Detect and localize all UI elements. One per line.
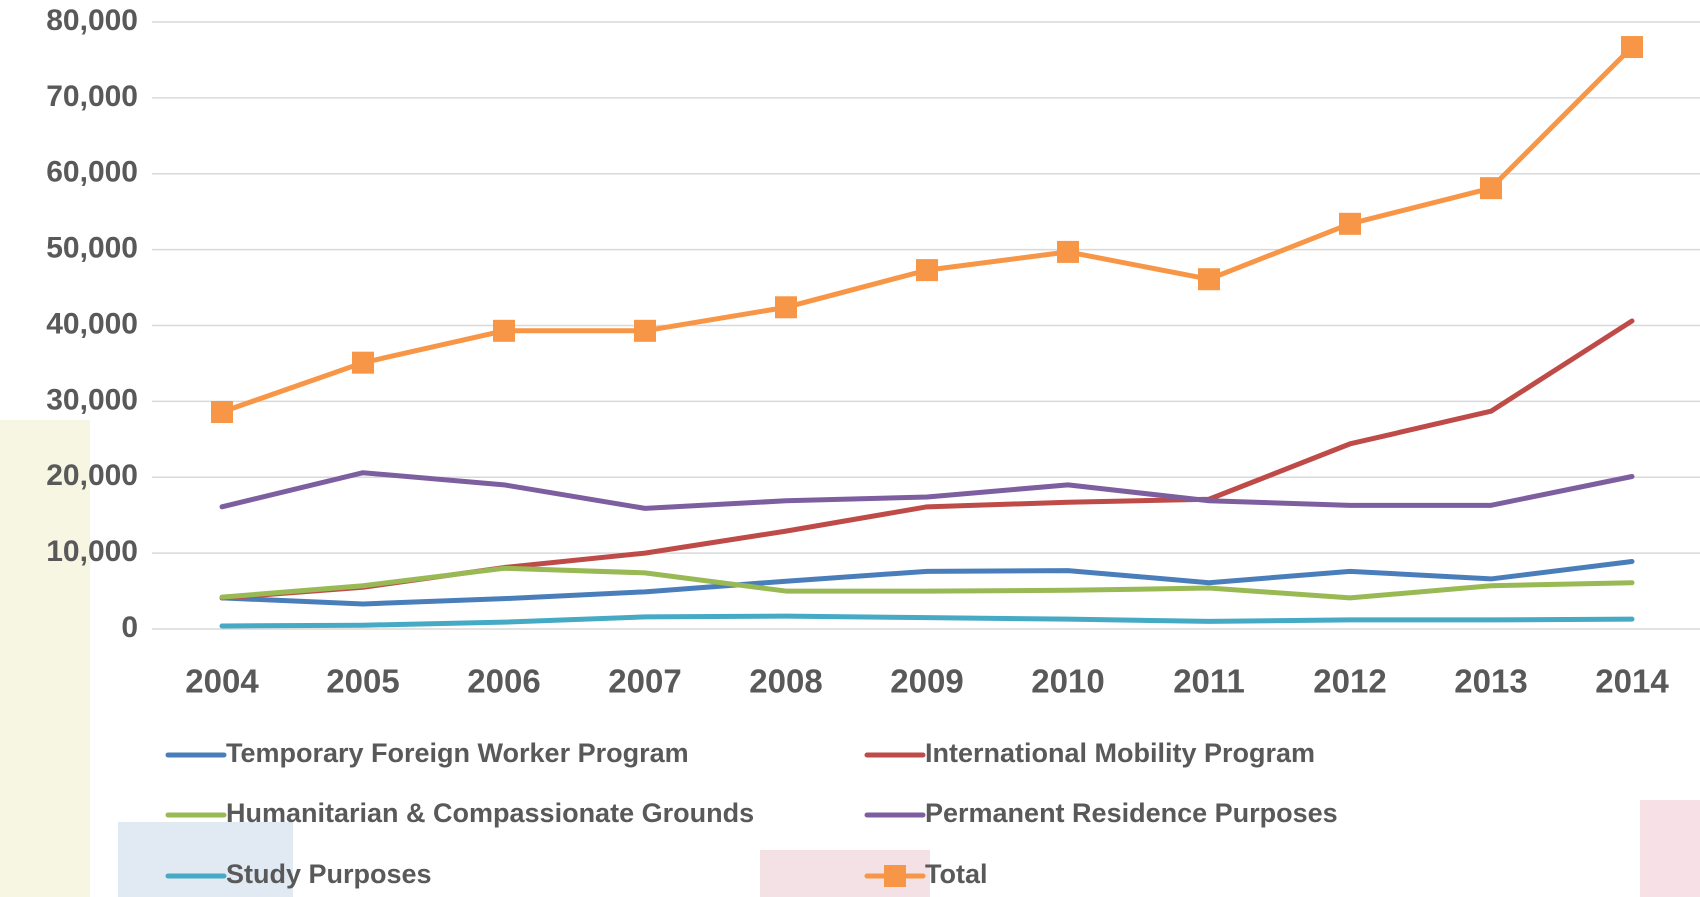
data-point: [634, 320, 656, 342]
y-tick-label: 0: [121, 611, 138, 644]
x-tick-label: 2013: [1454, 663, 1527, 700]
page: {"chart_data": {"type": "line", "categor…: [0, 0, 1700, 897]
y-tick-label: 60,000: [46, 156, 138, 189]
x-tick-label: 2006: [467, 663, 540, 700]
y-tick-label: 40,000: [46, 307, 138, 340]
series-line: [222, 561, 1632, 603]
x-tick-label: 2009: [890, 663, 963, 700]
data-point: [775, 296, 797, 318]
x-tick-label: 2014: [1595, 663, 1669, 700]
x-tick-label: 2007: [608, 663, 681, 700]
y-tick-label: 30,000: [46, 383, 138, 416]
data-point: [1621, 36, 1643, 58]
legend-label: Temporary Foreign Worker Program: [226, 738, 689, 768]
data-point: [211, 401, 233, 423]
x-tick-label: 2008: [749, 663, 822, 700]
series-line: [222, 321, 1632, 598]
data-point: [1057, 241, 1079, 263]
data-point: [352, 352, 374, 374]
x-tick-label: 2011: [1173, 663, 1245, 700]
x-tick-label: 2012: [1313, 663, 1386, 700]
data-point: [916, 259, 938, 281]
data-point: [1198, 268, 1220, 290]
legend-marker: [884, 865, 906, 887]
series-line: [222, 473, 1632, 509]
data-point: [1339, 213, 1361, 235]
series-line: [222, 616, 1632, 626]
legend-label: Permanent Residence Purposes: [925, 798, 1338, 828]
x-tick-label: 2004: [185, 663, 259, 700]
x-tick-label: 2010: [1031, 663, 1104, 700]
data-point: [1480, 177, 1502, 199]
chart: 0 10,000 20,000 30,000 40,000 50,000 60,000 70,…: [0, 0, 1700, 897]
legend-label: Humanitarian & Compassionate Grounds: [226, 798, 754, 828]
legend-label: Total: [925, 859, 988, 889]
y-tick-label: 80,000: [46, 4, 138, 37]
x-tick-label: 2005: [326, 663, 399, 700]
legend-label: Study Purposes: [226, 859, 432, 889]
series-line: [222, 47, 1632, 412]
y-tick-label: 70,000: [46, 80, 138, 113]
y-tick-label: 10,000: [46, 535, 138, 568]
legend-label: International Mobility Program: [925, 738, 1315, 768]
data-point: [493, 320, 515, 342]
y-tick-label: 20,000: [46, 459, 138, 492]
y-tick-label: 50,000: [46, 232, 138, 265]
